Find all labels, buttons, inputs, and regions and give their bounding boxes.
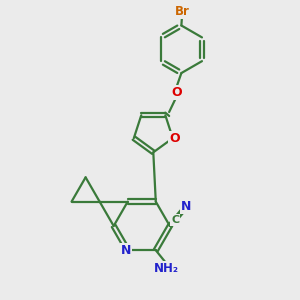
Text: O: O	[171, 86, 182, 99]
Text: Br: Br	[175, 5, 190, 18]
Text: NH₂: NH₂	[154, 262, 179, 275]
Text: C: C	[171, 214, 179, 225]
Text: O: O	[169, 132, 180, 145]
Text: N: N	[181, 200, 191, 214]
Text: N: N	[121, 244, 131, 257]
